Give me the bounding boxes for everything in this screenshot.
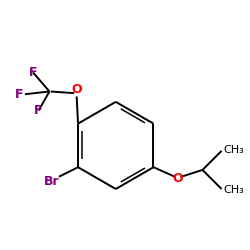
Text: F: F — [29, 66, 37, 79]
Text: CH₃: CH₃ — [223, 185, 244, 195]
Text: F: F — [34, 104, 43, 117]
Text: CH₃: CH₃ — [223, 145, 244, 155]
Text: O: O — [71, 82, 82, 96]
Text: Br: Br — [44, 175, 60, 188]
Text: F: F — [15, 88, 24, 101]
Text: O: O — [173, 172, 183, 184]
